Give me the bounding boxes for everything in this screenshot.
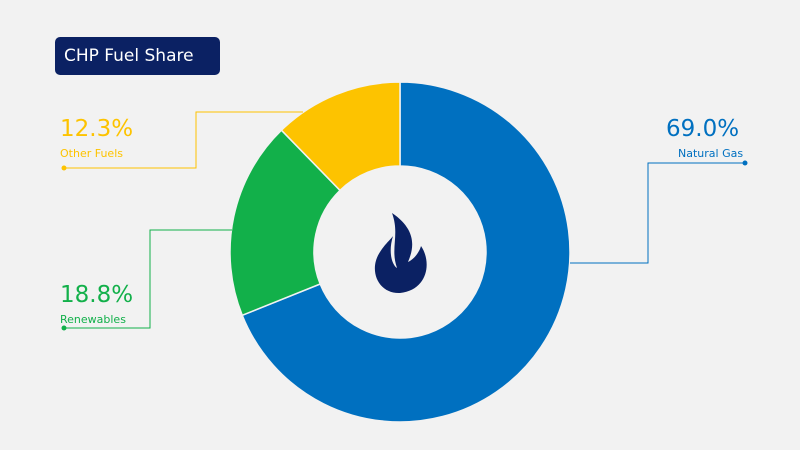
renewables-leader-line [64,229,232,329]
renewables-leader-dot [61,325,67,331]
natural-gas-label: Natural Gas [678,147,744,160]
natural-gas-value: 69.0% [666,116,740,142]
renewables-label: Renewables [60,313,126,326]
other-fuels-value: 12.3% [60,116,134,142]
slice-other-fuels [280,81,401,192]
other-fuels-label: Other Fuels [60,147,123,160]
slice-renewables [229,129,342,317]
other-fuels-leader-dot [61,165,67,171]
renewables-value: 18.8% [60,282,134,308]
other-fuels-leader-line [64,111,303,169]
natural-gas-leader-line [570,162,745,264]
flame-icon [374,213,427,294]
natural-gas-leader-dot [742,160,748,166]
slice-natural-gas [241,81,571,423]
chart-title: CHP Fuel Share [55,37,220,75]
